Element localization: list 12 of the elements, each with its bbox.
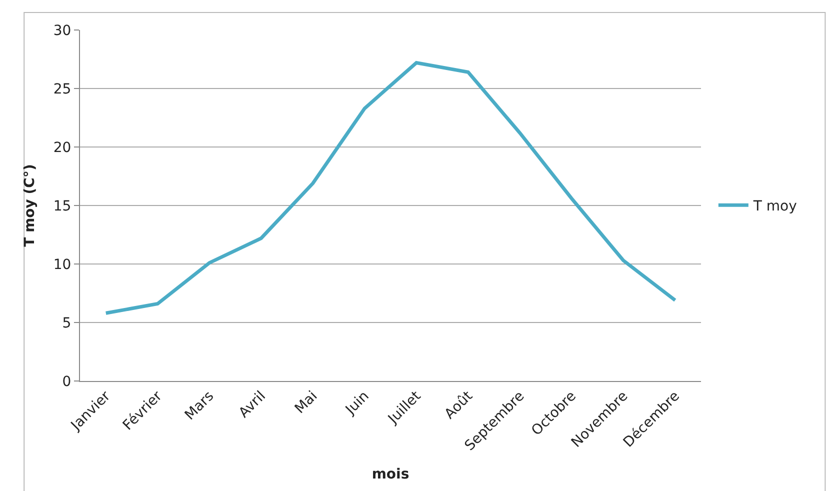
y-tick-label: 30 — [53, 22, 72, 39]
y-tick-label: 0 — [62, 374, 72, 390]
y-tick-label: 20 — [53, 140, 72, 156]
y-axis-title: T moy (C°) — [22, 164, 38, 247]
line-series — [104, 61, 677, 315]
y-tick-label: 10 — [53, 256, 72, 273]
y-tick-label: 5 — [62, 315, 72, 332]
x-tick-label: Mai — [292, 388, 321, 417]
y-tick-label: 25 — [53, 81, 72, 98]
legend-label: T moy — [752, 198, 797, 215]
x-axis-title: mois — [372, 466, 410, 482]
y-tick-label: 15 — [53, 198, 72, 214]
